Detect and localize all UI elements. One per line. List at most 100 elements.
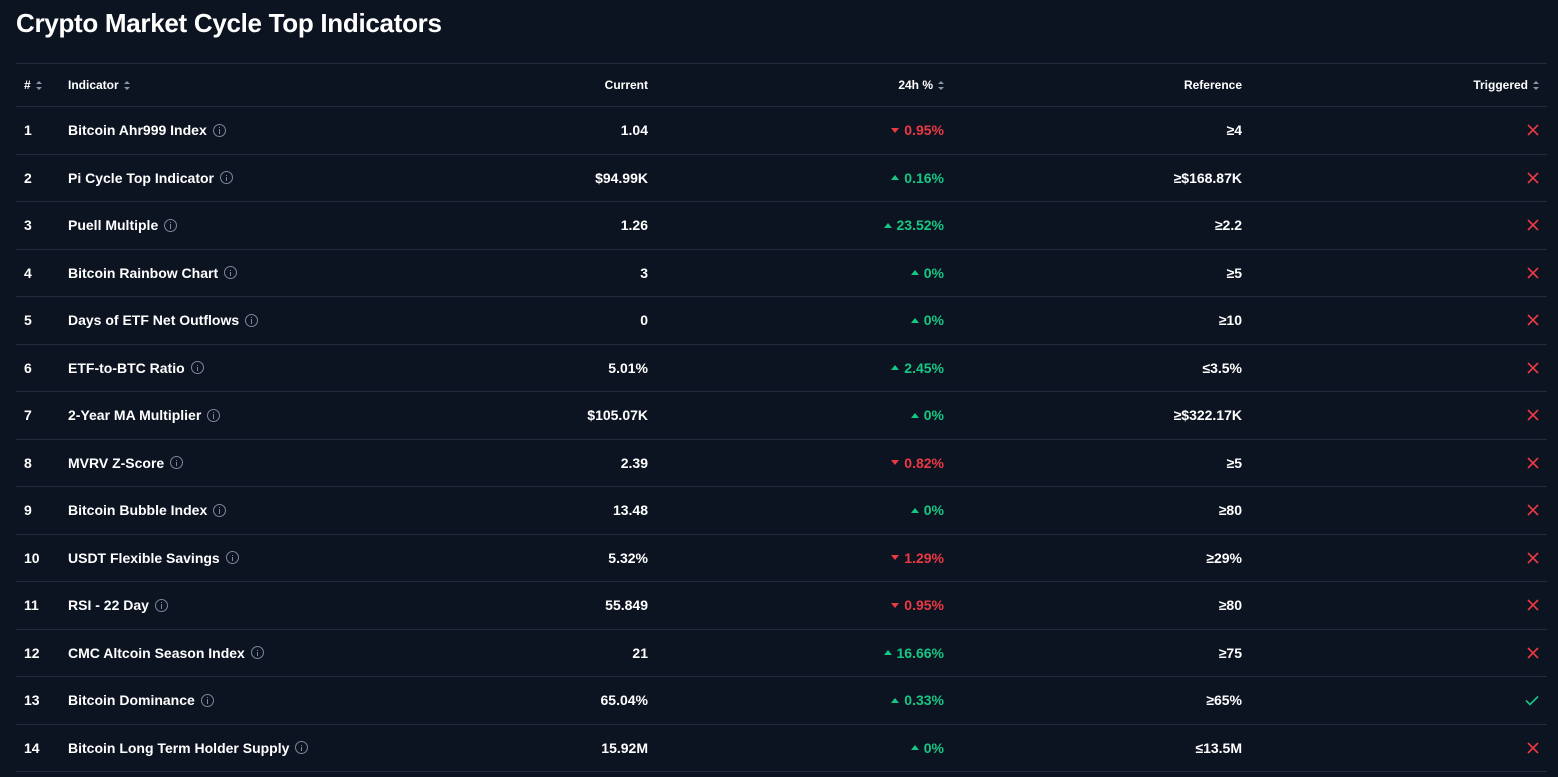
info-icon[interactable] xyxy=(154,598,168,612)
indicator-cell[interactable]: ETF-to-BTC Ratio xyxy=(68,360,428,376)
header-change-label: 24h % xyxy=(898,78,933,92)
page-title: Crypto Market Cycle Top Indicators xyxy=(16,8,442,38)
table-row[interactable]: 3 Puell Multiple 1.26 23.52% ≥2.2 xyxy=(16,202,1547,250)
table-row[interactable]: 1 Bitcoin Ahr999 Index 1.04 0.95% ≥4 xyxy=(16,107,1547,155)
info-icon[interactable] xyxy=(200,693,214,707)
current-value: $105.07K xyxy=(587,407,648,424)
table-row[interactable]: 11 RSI - 22 Day 55.849 0.95% ≥80 xyxy=(16,582,1547,630)
info-icon[interactable] xyxy=(224,266,238,280)
reference-value: ≥$168.87K xyxy=(1173,169,1242,186)
indicator-cell[interactable]: Bitcoin Long Term Holder Supply xyxy=(68,740,428,756)
caret-down-icon xyxy=(891,127,900,133)
change-cell: 0% xyxy=(648,502,944,518)
change-value: 0.16% xyxy=(904,169,944,186)
indicator-name: Bitcoin Bubble Index xyxy=(68,502,208,519)
table-row[interactable]: 6 ETF-to-BTC Ratio 5.01% 2.45% ≤3.5% xyxy=(16,345,1547,392)
triggered-status xyxy=(1242,124,1547,136)
indicator-cell[interactable]: Bitcoin Dominance xyxy=(68,692,428,708)
table-row[interactable]: 9 Bitcoin Bubble Index 13.48 0% ≥80 xyxy=(16,487,1547,535)
triggered-status xyxy=(1242,314,1547,326)
info-icon[interactable] xyxy=(190,361,204,375)
reference-value: ≥4 xyxy=(1226,122,1242,139)
indicator-cell[interactable]: RSI - 22 Day xyxy=(68,597,428,613)
current-value: 15.92M xyxy=(601,739,648,756)
change-value: 0% xyxy=(923,407,944,424)
info-icon[interactable] xyxy=(213,503,227,517)
change-cell: 0.82% xyxy=(648,455,944,471)
header-reference: Reference xyxy=(944,78,1242,92)
indicator-cell[interactable]: Days of ETF Net Outflows xyxy=(68,312,428,328)
current-value: 65.04% xyxy=(600,692,648,709)
header-num[interactable]: # xyxy=(16,78,68,92)
indicator-name: Bitcoin Dominance xyxy=(68,692,195,709)
indicator-cell[interactable]: Bitcoin Bubble Index xyxy=(68,502,428,518)
header-change[interactable]: 24h % xyxy=(648,78,944,92)
table-row[interactable]: 8 MVRV Z-Score 2.39 0.82% ≥5 xyxy=(16,440,1547,487)
header-indicator[interactable]: Indicator xyxy=(68,78,428,92)
info-icon[interactable] xyxy=(220,171,233,185)
change-value: 0.95% xyxy=(904,597,944,614)
close-icon xyxy=(1527,647,1539,659)
table-row[interactable]: 12 CMC Altcoin Season Index 21 16.66% ≥75 xyxy=(16,630,1547,677)
caret-up-icon xyxy=(891,697,900,703)
info-icon[interactable] xyxy=(212,123,226,137)
info-icon[interactable] xyxy=(225,551,239,565)
table-row[interactable]: 4 Bitcoin Rainbow Chart 3 0% ≥5 xyxy=(16,250,1547,297)
current-value: 13.48 xyxy=(612,502,648,519)
table-row[interactable]: 13 Bitcoin Dominance 65.04% 0.33% ≥65% xyxy=(16,677,1547,725)
info-icon[interactable] xyxy=(170,456,184,470)
triggered-status xyxy=(1242,409,1547,421)
table-row[interactable]: 2 Pi Cycle Top Indicator $94.99K 0.16% ≥$168… xyxy=(16,155,1547,202)
current-value: 0 xyxy=(640,312,648,329)
indicator-name: Bitcoin Rainbow Chart xyxy=(68,264,219,281)
header-num-label: # xyxy=(24,78,31,92)
row-number: 5 xyxy=(24,312,32,329)
triggered-status xyxy=(1242,172,1547,184)
indicator-cell[interactable]: Puell Multiple xyxy=(68,217,428,233)
indicator-cell[interactable]: USDT Flexible Savings xyxy=(68,550,428,566)
row-number: 13 xyxy=(24,692,40,709)
header-current: Current xyxy=(428,78,648,92)
table-row[interactable]: 5 Days of ETF Net Outflows 0 0% ≥10 xyxy=(16,297,1547,345)
reference-value: ≥65% xyxy=(1206,692,1242,709)
info-icon[interactable] xyxy=(164,218,178,232)
triggered-status xyxy=(1242,362,1547,374)
indicator-cell[interactable]: Bitcoin Rainbow Chart xyxy=(68,265,428,281)
reference-value: ≥2.2 xyxy=(1214,217,1242,234)
indicator-name: RSI - 22 Day xyxy=(68,597,149,614)
indicator-name: Bitcoin Long Term Holder Supply xyxy=(68,739,290,756)
info-icon[interactable] xyxy=(207,408,221,422)
indicator-name: Pi Cycle Top Indicator xyxy=(68,169,214,186)
header-current-label: Current xyxy=(604,78,648,92)
indicator-name: USDT Flexible Savings xyxy=(68,549,220,566)
change-value: 0.82% xyxy=(904,454,944,471)
table-row[interactable]: 7 2-Year MA Multiplier $105.07K 0% ≥$322.17K xyxy=(16,392,1547,440)
table-row[interactable]: 10 USDT Flexible Savings 5.32% 1.29% ≥29% xyxy=(16,535,1547,582)
current-value: 21 xyxy=(632,644,648,661)
change-value: 0.95% xyxy=(904,122,944,139)
triggered-status xyxy=(1242,267,1547,279)
change-cell: 0% xyxy=(648,265,944,281)
indicator-name: MVRV Z-Score xyxy=(68,454,165,471)
indicator-cell[interactable]: MVRV Z-Score xyxy=(68,455,428,471)
triggered-status xyxy=(1242,647,1547,659)
info-icon[interactable] xyxy=(250,646,264,660)
info-icon[interactable] xyxy=(245,313,259,327)
indicator-cell[interactable]: Bitcoin Ahr999 Index xyxy=(68,122,428,138)
change-cell: 0.95% xyxy=(648,597,944,613)
table-row[interactable]: 14 Bitcoin Long Term Holder Supply 15.92M 0… xyxy=(16,725,1547,772)
table-header: # Indicator Current 24h % Reference Trig… xyxy=(16,64,1547,107)
indicator-cell[interactable]: 2-Year MA Multiplier xyxy=(68,407,428,423)
info-icon[interactable] xyxy=(295,741,309,755)
indicator-cell[interactable]: Pi Cycle Top Indicator xyxy=(68,170,428,186)
close-icon xyxy=(1527,267,1539,279)
change-cell: 0% xyxy=(648,312,944,328)
row-number: 14 xyxy=(24,739,40,756)
close-icon xyxy=(1527,219,1539,231)
header-triggered[interactable]: Triggered xyxy=(1242,78,1547,92)
change-value: 2.45% xyxy=(904,359,944,376)
caret-down-icon xyxy=(891,460,900,466)
reference-value: ≤3.5% xyxy=(1202,359,1242,376)
indicator-cell[interactable]: CMC Altcoin Season Index xyxy=(68,645,428,661)
